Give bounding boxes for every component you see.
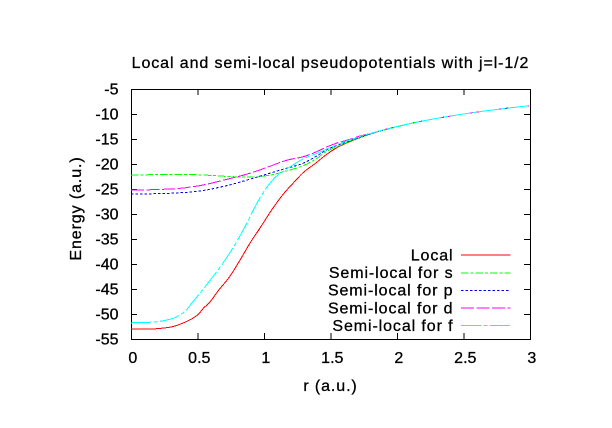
svg-text:Local: Local xyxy=(411,248,454,265)
svg-text:2.5: 2.5 xyxy=(454,350,476,367)
svg-text:-55: -55 xyxy=(95,332,118,349)
svg-text:0: 0 xyxy=(128,350,137,367)
svg-text:-25: -25 xyxy=(95,182,118,199)
svg-text:0.5: 0.5 xyxy=(188,350,210,367)
svg-text:-5: -5 xyxy=(104,82,118,99)
svg-text:-20: -20 xyxy=(95,157,118,174)
svg-text:Semi-local for d: Semi-local for d xyxy=(328,300,454,317)
svg-text:-30: -30 xyxy=(95,207,118,224)
svg-text:-45: -45 xyxy=(95,282,118,299)
svg-text:3: 3 xyxy=(527,350,536,367)
svg-text:Local and semi-local pseudopot: Local and semi-local pseudopotentials wi… xyxy=(132,55,530,72)
svg-text:Semi-local for p: Semi-local for p xyxy=(328,283,454,300)
svg-text:1: 1 xyxy=(261,350,270,367)
svg-text:r (a.u.): r (a.u.) xyxy=(303,378,357,395)
svg-text:-50: -50 xyxy=(95,307,118,324)
svg-text:2: 2 xyxy=(394,350,403,367)
svg-text:-10: -10 xyxy=(95,107,118,124)
svg-text:Semi-local for f: Semi-local for f xyxy=(332,318,453,335)
svg-text:-40: -40 xyxy=(95,257,118,274)
svg-text:1.5: 1.5 xyxy=(321,350,343,367)
svg-text:Semi-local for s: Semi-local for s xyxy=(329,265,454,282)
svg-text:-35: -35 xyxy=(95,232,118,249)
svg-text:Energy (a.u.): Energy (a.u.) xyxy=(68,156,85,260)
svg-text:-15: -15 xyxy=(95,132,118,149)
